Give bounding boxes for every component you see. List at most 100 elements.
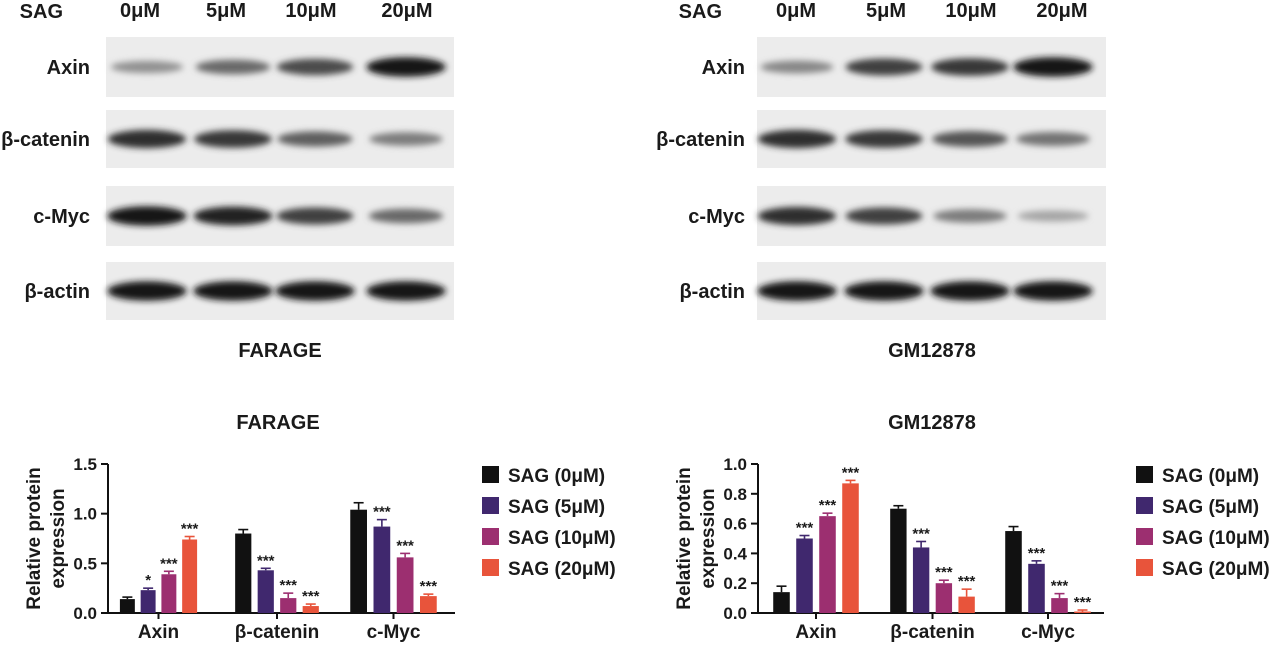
blot-band xyxy=(277,131,353,147)
blot-band xyxy=(1013,281,1093,301)
legend-swatch xyxy=(482,559,499,576)
legend-entry: SAG (0μM) xyxy=(1162,466,1259,487)
legend-swatch xyxy=(1136,528,1153,545)
y-tick-label: 1.0 xyxy=(73,505,97,524)
blot-band xyxy=(276,207,354,225)
blot-dose-label: 10μM xyxy=(945,0,996,22)
legend-entry: SAG (20μM) xyxy=(508,559,616,580)
significance-label: *** xyxy=(257,552,275,569)
blot-band xyxy=(195,59,271,75)
blot-band xyxy=(276,58,354,76)
blot-band xyxy=(932,131,1008,147)
y-tick-label: 1.5 xyxy=(73,455,97,474)
bar xyxy=(161,574,177,613)
blot-band xyxy=(933,209,1007,223)
y-axis-label: Relative protein xyxy=(674,467,695,610)
bar xyxy=(373,526,391,613)
blot-dose-label: 0μM xyxy=(120,0,160,22)
significance-label: *** xyxy=(373,504,391,521)
blot-band xyxy=(760,60,834,74)
significance-label: *** xyxy=(958,573,976,590)
y-tick-label: 0.0 xyxy=(723,604,747,623)
y-tick-label: 1.0 xyxy=(723,455,747,474)
bar xyxy=(182,539,198,613)
blot-dose-label: 5μM xyxy=(866,0,906,22)
bar xyxy=(235,533,252,613)
legend-entry: SAG (0μM) xyxy=(508,466,605,487)
legend-entry: SAG (20μM) xyxy=(1162,559,1270,580)
bar xyxy=(257,570,274,613)
blot-band xyxy=(193,206,273,226)
significance-label: *** xyxy=(912,525,930,542)
bar xyxy=(1028,563,1045,613)
blot-band xyxy=(845,58,923,76)
blot-band xyxy=(1013,57,1093,77)
legend-swatch xyxy=(482,466,499,483)
significance-label: *** xyxy=(819,497,837,514)
blot-band xyxy=(275,281,355,301)
significance-label: * xyxy=(145,572,151,589)
blot-band xyxy=(368,208,444,224)
significance-label: *** xyxy=(796,520,814,537)
legend-swatch xyxy=(1136,559,1153,576)
blot-band xyxy=(931,58,1009,76)
blot-row-label: β-actin xyxy=(679,281,745,303)
blot-row: β-catenin xyxy=(656,110,1106,168)
bar xyxy=(350,509,367,613)
bar xyxy=(302,606,319,613)
y-tick-label: 0.4 xyxy=(723,544,747,563)
blot-row-label: Axin xyxy=(702,57,745,79)
significance-label: *** xyxy=(1074,594,1092,611)
significance-label: *** xyxy=(396,537,414,554)
significance-label: *** xyxy=(420,578,438,595)
legend-entry: SAG (10μM) xyxy=(508,528,616,549)
legend: SAG (0μM) SAG (5μM) SAG (10μM) SAG (20μM) xyxy=(482,466,616,580)
blot-row: Axin xyxy=(47,37,454,97)
blot-row: Axin xyxy=(702,37,1106,97)
chart-title: FARAGE xyxy=(236,412,319,434)
blot-dose-label: 20μM xyxy=(381,0,432,22)
blot-band xyxy=(845,207,923,225)
blot-band xyxy=(110,60,184,74)
blot-caption: FARAGE xyxy=(238,340,321,362)
bar xyxy=(420,596,437,613)
blot-row-label: β-catenin xyxy=(1,129,90,151)
bar xyxy=(140,590,156,613)
blot-dose-label: 0μM xyxy=(776,0,816,22)
y-tick-label: 0.0 xyxy=(73,604,97,623)
blot-band xyxy=(845,130,923,148)
significance-label: *** xyxy=(935,564,953,581)
blot-row-label: β-catenin xyxy=(656,129,745,151)
blot-band xyxy=(369,132,443,146)
blot-band xyxy=(757,281,837,301)
blot-dose-label: 20μM xyxy=(1036,0,1087,22)
blot-band xyxy=(757,129,837,149)
significance-label: *** xyxy=(160,555,178,572)
bar xyxy=(796,538,813,613)
bar xyxy=(280,598,297,613)
blot-band xyxy=(366,281,446,301)
blot-header-label: SAG xyxy=(679,1,722,23)
x-tick-label: β-catenin xyxy=(890,622,974,643)
significance-label: *** xyxy=(279,577,297,594)
y-tick-label: 0.2 xyxy=(723,574,747,593)
bar xyxy=(773,592,790,613)
blot-band xyxy=(844,281,924,301)
blot-row: c-Myc xyxy=(688,186,1106,246)
bar xyxy=(935,583,953,613)
legend-entry: SAG (5μM) xyxy=(508,497,605,518)
blot-row: c-Myc xyxy=(33,186,454,246)
legend-swatch xyxy=(1136,466,1153,483)
y-tick-label: 0.8 xyxy=(723,485,747,504)
legend-entry: SAG (10μM) xyxy=(1162,528,1270,549)
significance-label: *** xyxy=(1028,545,1046,562)
blot-band xyxy=(107,281,187,301)
blot-row-label: c-Myc xyxy=(33,206,90,228)
blot-band xyxy=(366,57,446,77)
blot-header-label: SAG xyxy=(20,1,63,23)
y-axis-label: expression xyxy=(698,488,719,588)
y-tick-label: 0.6 xyxy=(723,515,747,534)
y-axis-label: Relative protein xyxy=(24,467,45,610)
